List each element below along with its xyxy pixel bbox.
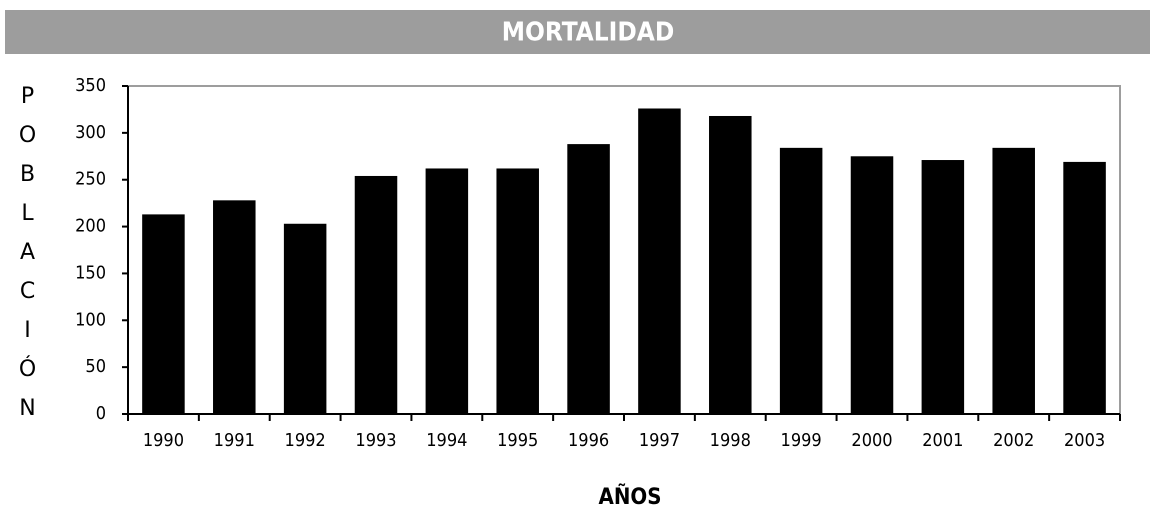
bar [567, 144, 610, 415]
bar [425, 168, 469, 414]
bar [921, 160, 965, 414]
chart-title: MORTALIDAD [502, 18, 675, 48]
y-tick-label: 350 [75, 75, 106, 96]
x-tick-label: 1994 [426, 430, 467, 451]
bar [142, 214, 185, 414]
x-tick-label: 2001 [922, 430, 963, 451]
bar [638, 108, 681, 415]
x-tick-label: 1990 [143, 430, 184, 451]
bar [1063, 161, 1106, 414]
x-axis-label: AÑOS [599, 484, 662, 510]
x-tick-label: 2003 [1064, 430, 1105, 451]
y-tick-label: 200 [75, 216, 106, 237]
y-axis-label: POBLACIÓN [15, 84, 40, 435]
x-tick-label: 1997 [639, 430, 680, 451]
bar [779, 147, 823, 414]
x-tick-label: 1999 [781, 430, 822, 451]
x-tick-label: 1996 [568, 430, 609, 451]
x-tick-label: 1995 [497, 430, 538, 451]
x-tick-label: 2002 [993, 430, 1034, 451]
bar [992, 147, 1035, 414]
title-banner [5, 10, 1150, 54]
bar [709, 115, 752, 414]
bar [850, 156, 894, 415]
x-tick-label: 1993 [355, 430, 396, 451]
bar [354, 175, 398, 414]
y-tick-label: 50 [85, 356, 106, 377]
x-tick-label: 1998 [710, 430, 751, 451]
x-tick-label: 1992 [285, 430, 326, 451]
plot-border [128, 85, 1121, 414]
bar [283, 223, 327, 414]
y-tick-label: 250 [75, 169, 106, 190]
y-tick-label: 150 [75, 262, 106, 283]
bar [213, 200, 256, 414]
bar [496, 168, 539, 414]
x-tick-label: 1991 [214, 430, 255, 451]
y-tick-label: 0 [96, 403, 106, 424]
y-tick-label: 300 [75, 122, 106, 143]
x-tick-label: 2000 [851, 430, 892, 451]
y-tick-label: 100 [75, 309, 106, 330]
